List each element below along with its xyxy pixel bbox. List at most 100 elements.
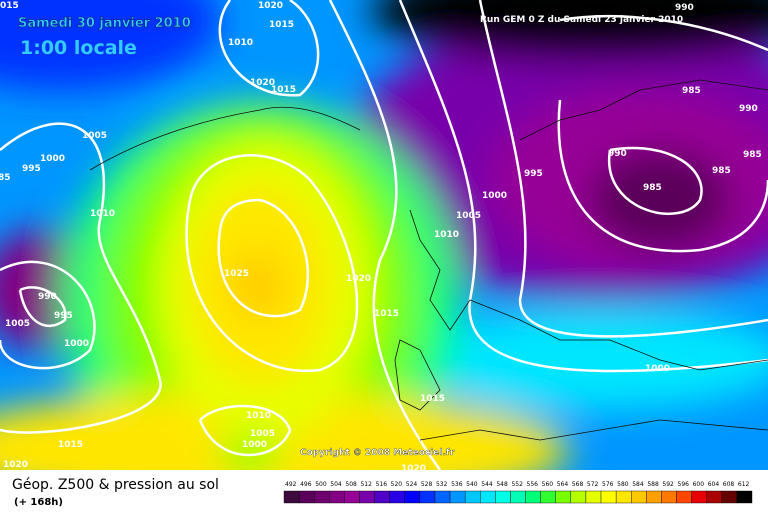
isobar-label: 990	[608, 149, 627, 159]
isobar-label: 1000	[64, 339, 89, 349]
legend-level: 564	[557, 481, 569, 488]
isobar-label: 1000	[482, 191, 507, 201]
legend-level: 544	[481, 481, 493, 488]
legend-swatch	[570, 490, 587, 504]
legend-level: 516	[376, 481, 388, 488]
legend-level: 596	[678, 481, 690, 488]
isobar-label: 015	[0, 1, 19, 11]
isobar-label: 990	[38, 292, 57, 302]
legend-swatch	[691, 490, 707, 504]
legend-level: 556	[527, 481, 539, 488]
legend-level: 496	[300, 481, 312, 488]
legend-swatch	[404, 490, 421, 504]
legend-swatch	[585, 490, 602, 504]
legend-level: 560	[542, 481, 554, 488]
isobar-label: 1010	[434, 230, 459, 240]
isobar-label: 995	[54, 311, 73, 321]
legend-level: 576	[602, 481, 614, 488]
legend-swatch	[495, 490, 511, 504]
legend-level: 604	[708, 481, 720, 488]
legend-swatch	[389, 490, 405, 504]
legend-swatch	[419, 490, 436, 504]
legend-level: 508	[345, 481, 357, 488]
legend-swatch	[434, 490, 451, 504]
legend-swatch	[555, 490, 572, 504]
isobar-label: 1000	[645, 364, 670, 374]
isobar-label: 985	[682, 86, 701, 96]
isobar-label: 1005	[456, 211, 481, 221]
legend-level: 592	[662, 481, 674, 488]
isobar-label: 1020	[3, 460, 28, 470]
legend-swatch	[464, 490, 481, 504]
legend-level: 572	[587, 481, 599, 488]
isobar-labels: 1020101510101020101510051000995851010990…	[0, 1, 762, 474]
legend-swatch	[600, 490, 617, 504]
legend-swatch	[480, 490, 496, 504]
legend-swatch	[298, 490, 315, 504]
isobar-label: 990	[675, 3, 694, 13]
legend-level: 504	[330, 481, 342, 488]
coastlines	[89, 79, 768, 441]
legend-level: 552	[511, 481, 523, 488]
legend-swatch	[661, 490, 677, 504]
legend-swatch	[283, 490, 300, 504]
isobar-label: 1015	[271, 85, 296, 95]
isobar-label: 1010	[228, 38, 253, 48]
isobar-label: 1010	[90, 209, 115, 219]
isobar-label: 990	[739, 104, 758, 114]
isobar-label: 85	[0, 173, 11, 183]
legend-swatch	[344, 490, 360, 504]
legend-level: 532	[436, 481, 448, 488]
legend-level: 540	[466, 481, 478, 488]
isobar-label: 1000	[242, 440, 267, 450]
legend-swatch	[540, 490, 556, 504]
legend-swatch	[374, 490, 390, 504]
legend-level: 524	[406, 481, 418, 488]
isobar-label: 1020	[250, 78, 275, 88]
isobar-label: 1005	[5, 319, 30, 329]
copyright: Copyright © 2008 Meteociel.fr	[300, 448, 455, 458]
legend-swatch	[721, 490, 738, 504]
legend-swatch	[359, 490, 375, 504]
legend-swatch	[329, 490, 345, 504]
forecast-date: Samedi 30 janvier 2010	[18, 16, 191, 31]
isobar-label: 1020	[346, 274, 371, 284]
legend-swatch	[510, 490, 526, 504]
isobar-label: 995	[524, 169, 543, 179]
legend-swatch	[313, 490, 330, 504]
isobar-label: 1020	[258, 1, 283, 11]
legend-swatch	[676, 490, 692, 504]
legend-swatch	[706, 490, 723, 504]
legend-level: 520	[391, 481, 403, 488]
isobar-label: 985	[743, 150, 762, 160]
isobar-label: 1005	[250, 429, 275, 439]
legend-swatch	[631, 490, 647, 504]
isobar-label: 985	[643, 183, 662, 193]
legend-level: 500	[315, 481, 327, 488]
footer-lead: (+ 168h)	[14, 497, 63, 508]
legend-level: 588	[647, 481, 659, 488]
isobar-label: 1000	[40, 154, 65, 164]
legend-level: 584	[632, 481, 644, 488]
legend-level: 612	[738, 481, 750, 488]
legend-level: 580	[617, 481, 629, 488]
isobar-label: 1005	[82, 131, 107, 141]
color-legend: 492 496 500 504 508 512 516 520 524 528 532 536 540 5…	[283, 481, 753, 504]
legend-swatch	[525, 490, 541, 504]
isobar-label: 1015	[58, 440, 83, 450]
footer-title: Géop. Z500 & pression au sol	[12, 477, 219, 493]
legend-level: 536	[451, 481, 463, 488]
run-info: Run GEM 0 Z du Samedi 23 janvier 2010	[480, 15, 683, 25]
isobar-label: 1010	[246, 411, 271, 421]
legend-level: 548	[496, 481, 508, 488]
forecast-time: 1:00 locale	[20, 37, 137, 59]
isobar-label: 1015	[374, 309, 399, 319]
isobar-label: 1020	[401, 464, 426, 474]
legend-level: 492	[285, 481, 297, 488]
isobar-label: 985	[712, 166, 731, 176]
legend-swatch	[449, 490, 466, 504]
legend-swatch	[736, 490, 753, 504]
legend-level: 568	[572, 481, 584, 488]
